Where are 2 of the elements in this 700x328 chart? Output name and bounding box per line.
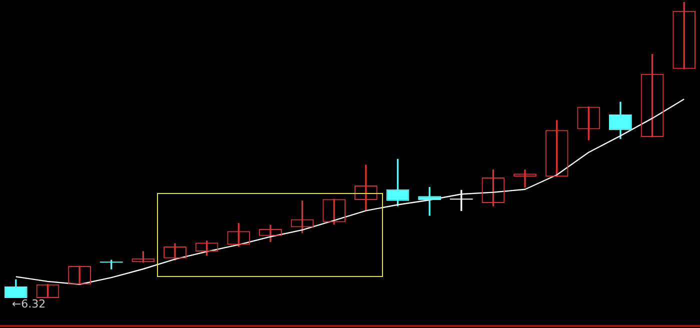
annotation: ←6.32: [12, 297, 46, 310]
candlestick: [418, 186, 441, 216]
